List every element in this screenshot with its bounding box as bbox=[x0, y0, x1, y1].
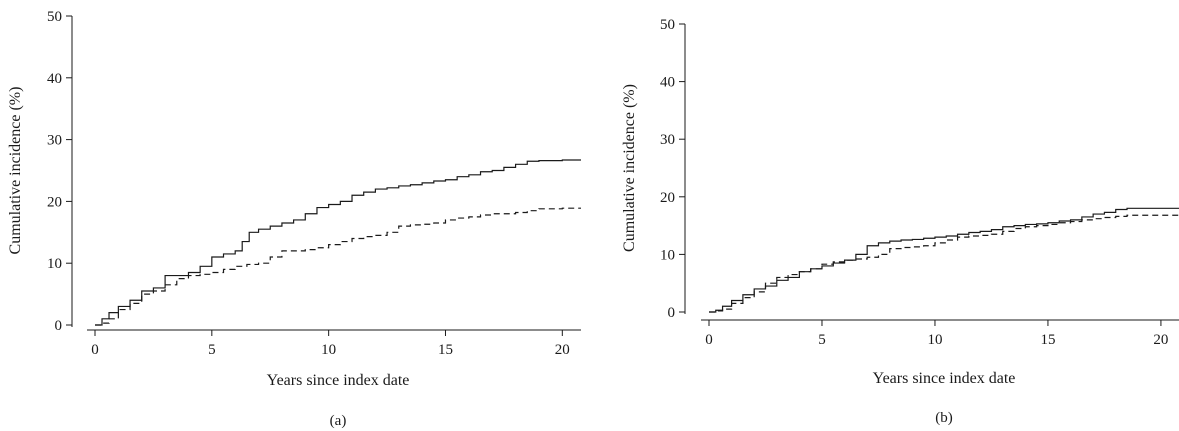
y-tick-label: 50 bbox=[47, 9, 62, 25]
y-tick-label: 0 bbox=[55, 318, 63, 334]
series-line-dashed bbox=[709, 214, 1179, 313]
x-axis-title: Years since index date bbox=[873, 370, 1016, 387]
y-axis-title: Cumulative incidence (%) bbox=[7, 87, 24, 255]
x-tick-label: 10 bbox=[927, 332, 942, 348]
panel-label: (b) bbox=[935, 410, 953, 426]
panel-label: (a) bbox=[330, 413, 347, 429]
y-tick-label: 10 bbox=[47, 256, 62, 272]
y-tick-label: 30 bbox=[47, 133, 62, 149]
x-axis-title: Years since index date bbox=[267, 372, 410, 389]
y-tick-label: 30 bbox=[660, 132, 675, 148]
series-line-dashed bbox=[95, 207, 581, 326]
series-line-solid bbox=[709, 207, 1179, 313]
x-tick-label: 5 bbox=[818, 332, 826, 348]
y-axis-title: Cumulative incidence (%) bbox=[621, 84, 638, 252]
series-line-solid bbox=[95, 159, 581, 326]
y-tick-label: 20 bbox=[47, 194, 62, 210]
x-tick-label: 0 bbox=[705, 332, 713, 348]
x-tick-label: 0 bbox=[91, 342, 99, 358]
x-tick-label: 10 bbox=[321, 342, 336, 358]
x-tick-label: 20 bbox=[1153, 332, 1168, 348]
x-tick-label: 20 bbox=[555, 342, 570, 358]
y-tick-label: 10 bbox=[660, 247, 675, 263]
y-tick-label: 40 bbox=[47, 71, 62, 87]
x-tick-label: 15 bbox=[1040, 332, 1055, 348]
x-tick-label: 5 bbox=[208, 342, 216, 358]
y-tick-label: 40 bbox=[660, 75, 675, 91]
x-tick-label: 15 bbox=[438, 342, 453, 358]
y-tick-label: 20 bbox=[660, 190, 675, 206]
y-tick-label: 0 bbox=[668, 305, 676, 321]
panel-a: 0 10 20 30 40 50 0 5 10 15 20 Cumulative incidence … bbox=[7, 9, 581, 429]
y-tick-label: 50 bbox=[660, 17, 675, 33]
panel-b: 0 10 20 30 40 50 0 5 10 15 20 Cumulative incidence … bbox=[621, 17, 1179, 426]
